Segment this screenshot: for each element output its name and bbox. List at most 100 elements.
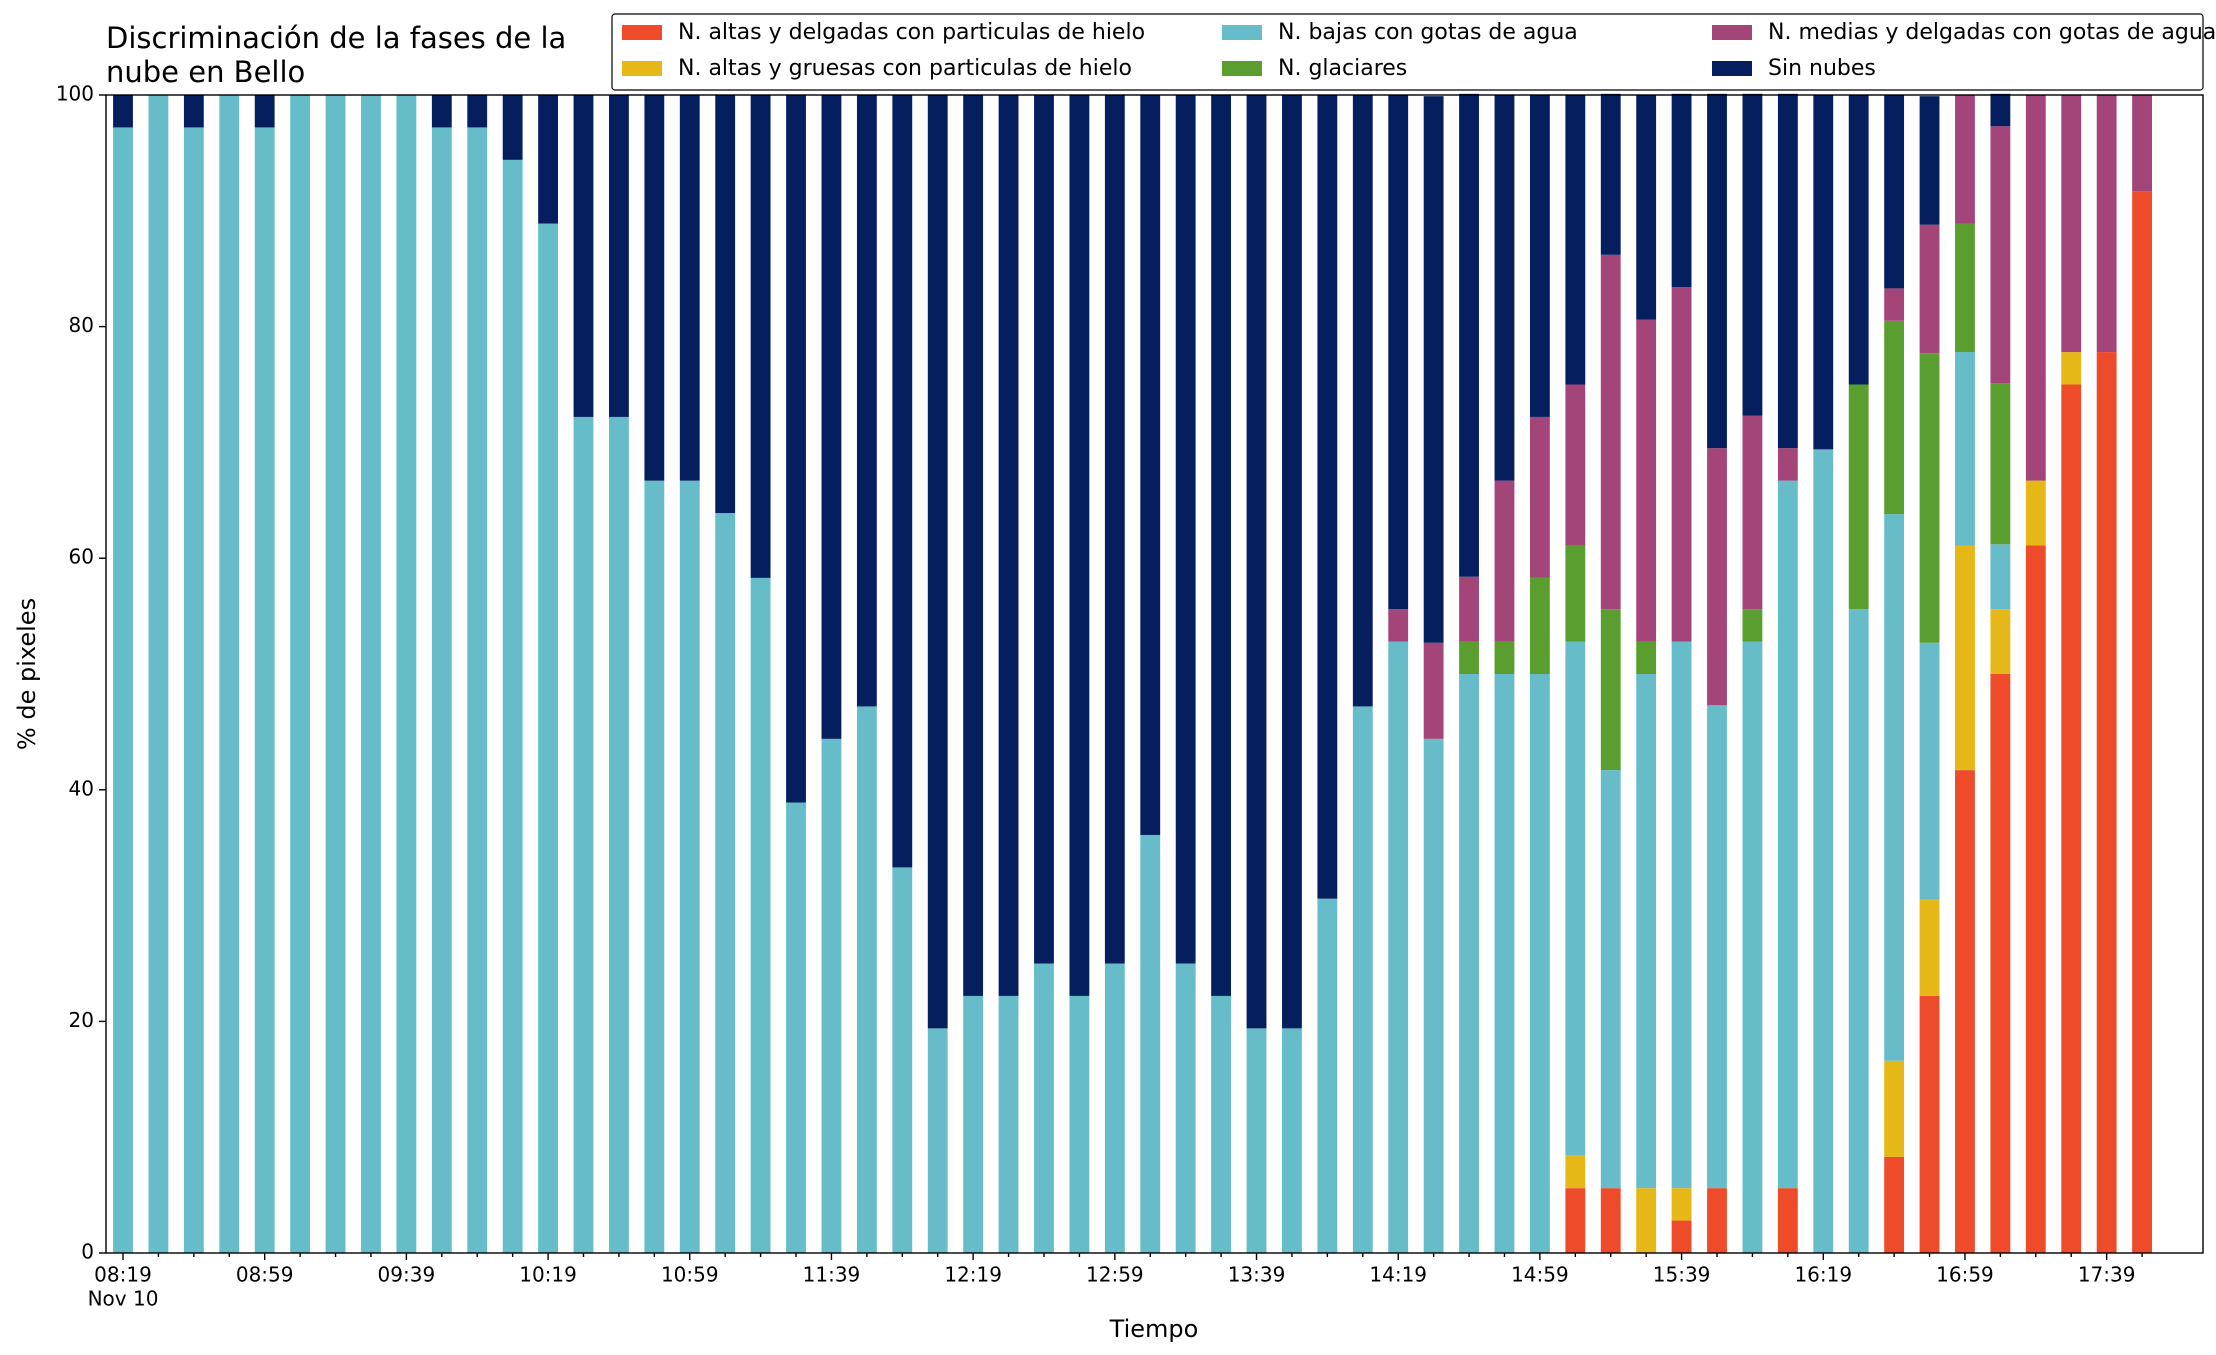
bar-segment [1636, 674, 1657, 1189]
y-tick-label: 40 [69, 776, 94, 800]
bar-segment [2096, 352, 2117, 1253]
chart-title: nube en Bello [106, 55, 305, 89]
bar-segment [927, 1028, 948, 1253]
bar-segment [290, 95, 311, 1253]
bar-segment [1246, 1028, 1267, 1253]
bar-segment [963, 995, 984, 1253]
bar-segment [1494, 641, 1515, 674]
legend-swatch [1712, 61, 1752, 76]
bar-segment [431, 127, 452, 1254]
bar-segment [1211, 95, 1232, 996]
bar-segment [715, 513, 736, 1253]
bar-segment [1600, 254, 1621, 610]
bar-segment [1069, 95, 1090, 996]
bar-segment [1388, 609, 1409, 642]
bar-segment [1459, 674, 1479, 1253]
bar-segment [1884, 514, 1905, 1061]
bar-segment [1919, 353, 1940, 643]
bar-segment [1919, 899, 1940, 996]
bar-segment [1140, 95, 1161, 835]
bar-segment [1034, 95, 1054, 964]
bar-segment [2096, 95, 2117, 353]
bar-segment [1671, 641, 1692, 1189]
bar-segment [1884, 95, 1905, 289]
bar-segment [1246, 95, 1267, 1029]
bar-segment [1742, 609, 1763, 642]
bar-segment [1955, 223, 1975, 353]
bar-segment [113, 127, 133, 1254]
bar-segment [1636, 641, 1657, 674]
bar-segment [715, 95, 736, 514]
bar-segment [2061, 95, 2082, 353]
bar-segment [1459, 93, 1479, 577]
bar-segment [1990, 674, 2011, 1253]
bar-segment [1742, 641, 1763, 1253]
bar-segment [467, 127, 488, 1254]
bar-segment [821, 738, 842, 1253]
bar-segment [1742, 415, 1763, 610]
legend-label: N. glaciares [1278, 56, 1407, 81]
bar-segment [538, 95, 558, 224]
bar-segment [2061, 384, 2082, 1253]
bar-segment [1955, 352, 1975, 546]
bar-segment [1813, 95, 1834, 450]
bar-segment [1104, 95, 1125, 964]
bar-segment [1848, 95, 1869, 385]
bar-segment [750, 95, 771, 578]
bar-segment [1990, 383, 2011, 545]
bar-segment [1707, 705, 1727, 1189]
bar-segment [2061, 352, 2082, 385]
y-tick-label: 0 [81, 1240, 94, 1264]
bar-segment [1742, 93, 1763, 416]
bar-segment [1671, 1188, 1692, 1221]
bar-segment [361, 95, 381, 1253]
bar-segment [1955, 545, 1975, 771]
bar-segment [1494, 480, 1515, 642]
bar-segment [1707, 448, 1727, 706]
bar-segment [1636, 95, 1657, 320]
bar-segment [1069, 995, 1090, 1253]
legend-swatch [622, 25, 662, 40]
bar-segment [1565, 95, 1586, 385]
bar-segment [1494, 95, 1515, 481]
bar-segment [821, 95, 842, 739]
bar-segment [1282, 1028, 1302, 1253]
bar-segment [183, 95, 204, 128]
bar-segment [1494, 674, 1515, 1253]
bar-segment [1211, 995, 1232, 1253]
bar-segment [1529, 416, 1550, 578]
bar-segment [1707, 93, 1727, 449]
bar-segment [219, 95, 240, 1253]
bar-segment [254, 95, 275, 128]
bar-segment [1919, 995, 1940, 1253]
legend-swatch [1222, 25, 1262, 40]
x-tick-label: 17:39 [2078, 1263, 2136, 1287]
bar-segment [1565, 545, 1586, 642]
bar-segment [1529, 95, 1550, 417]
bar-segment [1317, 95, 1338, 899]
bar-segment [1919, 96, 1940, 225]
x-tick-label: 15:39 [1653, 1263, 1711, 1287]
bar-segment [2025, 545, 2046, 1253]
bar-segment [856, 706, 877, 1253]
bar-segment [786, 802, 806, 1253]
legend-label: Sin nubes [1768, 56, 1876, 81]
bar-segment [573, 416, 594, 1253]
legend-label: N. medias y delgadas con gotas de agua [1768, 20, 2216, 45]
bar-segment [1671, 93, 1692, 288]
bar-segment [1777, 1188, 1798, 1253]
bar-segment [502, 159, 523, 1253]
bar-segment [1459, 641, 1479, 674]
bar-segment [998, 95, 1019, 996]
bar-segment [1955, 770, 1975, 1253]
bar-segment [502, 95, 523, 160]
bar-segment [1990, 609, 2011, 674]
bar-segment [1848, 384, 1869, 610]
bar-segment [1529, 577, 1550, 674]
legend-label: N. altas y delgadas con particulas de hi… [678, 20, 1145, 45]
bar-segment [1777, 480, 1798, 1189]
bar-segment [1671, 1220, 1692, 1253]
x-tick-label: 16:19 [1794, 1263, 1852, 1287]
bar-segment [148, 95, 169, 1253]
